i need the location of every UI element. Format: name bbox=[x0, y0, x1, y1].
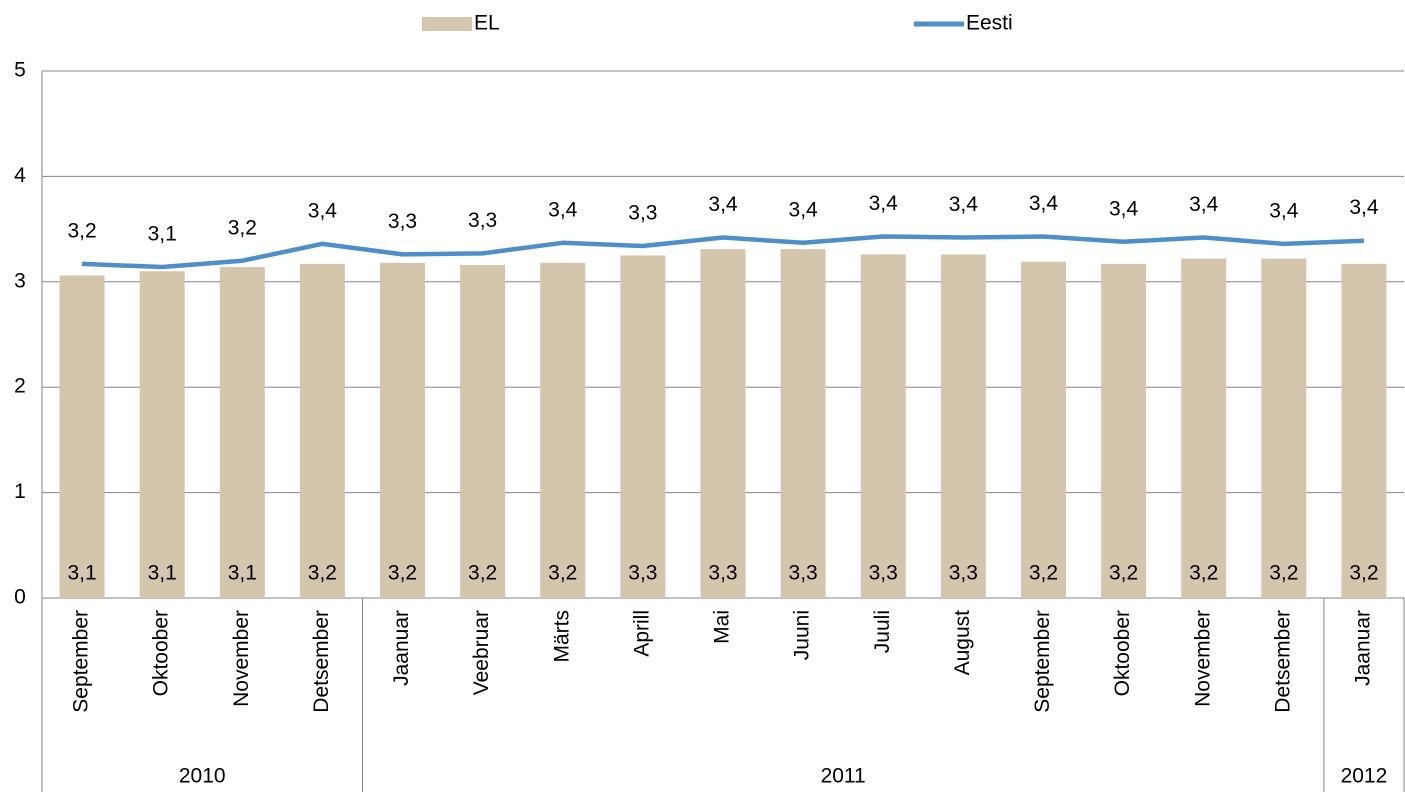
y-tick-label: 2 bbox=[14, 375, 26, 398]
y-tick-label: 3 bbox=[14, 269, 26, 292]
legend-label: EL bbox=[474, 12, 500, 35]
bar-value-label: 3,3 bbox=[949, 562, 978, 585]
line-value-label: 3,4 bbox=[1269, 199, 1299, 222]
y-tick-label: 0 bbox=[14, 586, 26, 609]
bar bbox=[620, 255, 666, 598]
x-tick-label: September bbox=[1031, 610, 1054, 713]
bar bbox=[700, 249, 746, 598]
x-tick-label: Detsember bbox=[1271, 610, 1294, 713]
y-tick-label: 1 bbox=[14, 480, 26, 503]
line-value-label: 3,3 bbox=[628, 202, 657, 225]
y-tick-label: 4 bbox=[14, 164, 26, 187]
x-tick-label: Veebruar bbox=[470, 610, 493, 695]
x-tick-label: Märts bbox=[550, 610, 573, 663]
x-tick-label: November bbox=[1191, 610, 1214, 707]
x-tick-label: September bbox=[70, 610, 93, 713]
x-tick-label: November bbox=[230, 610, 253, 707]
x-tick-label: August bbox=[951, 610, 974, 676]
x-tick-label: Oktoober bbox=[1111, 610, 1134, 696]
line-value-label: 3,2 bbox=[228, 216, 257, 239]
bar-value-label: 3,2 bbox=[1109, 562, 1138, 585]
line-value-label: 3,4 bbox=[708, 193, 738, 216]
x-tick-label: Jaanuar bbox=[390, 610, 413, 686]
line bbox=[81, 234, 1365, 270]
line-value-label: 3,1 bbox=[148, 223, 177, 246]
bar-value-label: 3,2 bbox=[388, 562, 417, 585]
x-tick-label: Mai bbox=[711, 610, 734, 644]
bar bbox=[860, 254, 906, 598]
bar bbox=[1020, 261, 1066, 598]
x-tick-label: Detsember bbox=[310, 610, 333, 713]
bar bbox=[780, 249, 826, 598]
bar-value-label: 3,3 bbox=[708, 562, 737, 585]
bar bbox=[299, 263, 345, 598]
bar-value-label: 3,2 bbox=[1189, 562, 1218, 585]
line-value-label: 3,4 bbox=[949, 193, 979, 216]
bar-value-label: 3,2 bbox=[308, 562, 337, 585]
bar bbox=[59, 275, 105, 598]
bar-value-label: 3,3 bbox=[789, 562, 818, 585]
line-value-label: 3,4 bbox=[1029, 192, 1059, 215]
bar-value-label: 3,1 bbox=[148, 562, 177, 585]
bar bbox=[1341, 263, 1387, 598]
bar bbox=[219, 267, 265, 598]
bar-value-label: 3,2 bbox=[1269, 562, 1298, 585]
bar bbox=[1181, 258, 1227, 598]
bar-value-label: 3,1 bbox=[228, 562, 257, 585]
bar-value-label: 3,2 bbox=[548, 562, 577, 585]
bar-value-label: 3,3 bbox=[628, 562, 657, 585]
bar bbox=[460, 264, 506, 598]
line-value-label: 3,4 bbox=[548, 198, 578, 221]
bar-value-label: 3,3 bbox=[869, 562, 898, 585]
line-value-label: 3,4 bbox=[1109, 197, 1139, 220]
line-value-label: 3,4 bbox=[1189, 193, 1219, 216]
bar bbox=[940, 254, 986, 598]
x-tick-label: Oktoober bbox=[150, 610, 173, 696]
bar-value-label: 3,2 bbox=[1349, 562, 1378, 585]
bar-value-label: 3,1 bbox=[67, 562, 96, 585]
group-label: 2010 bbox=[179, 765, 226, 788]
x-tick-label: Jaanuar bbox=[1351, 610, 1374, 686]
bar bbox=[540, 262, 586, 598]
legend-swatch bbox=[422, 17, 472, 31]
bar bbox=[1261, 258, 1307, 598]
legend-label: Eesti bbox=[966, 12, 1013, 35]
line-value-label: 3,4 bbox=[869, 192, 899, 215]
line-value-label: 3,3 bbox=[468, 209, 497, 232]
line-value-label: 3,4 bbox=[789, 198, 819, 221]
bar bbox=[1101, 263, 1147, 598]
y-tick-label: 5 bbox=[14, 59, 26, 82]
bar bbox=[380, 262, 426, 598]
group-label: 2011 bbox=[821, 765, 866, 788]
bar-value-label: 3,2 bbox=[1029, 562, 1058, 585]
bar-value-label: 3,2 bbox=[468, 562, 497, 585]
group-label: 2012 bbox=[1341, 765, 1388, 788]
line-value-label: 3,3 bbox=[388, 210, 417, 233]
line-value-label: 3,4 bbox=[1349, 196, 1379, 219]
x-tick-label: Juuni bbox=[791, 610, 814, 660]
line-value-label: 3,2 bbox=[67, 219, 96, 242]
line-value-label: 3,4 bbox=[308, 199, 338, 222]
bar bbox=[139, 271, 185, 598]
x-tick-label: Juuli bbox=[871, 610, 894, 653]
x-tick-label: Aprill bbox=[630, 610, 653, 657]
